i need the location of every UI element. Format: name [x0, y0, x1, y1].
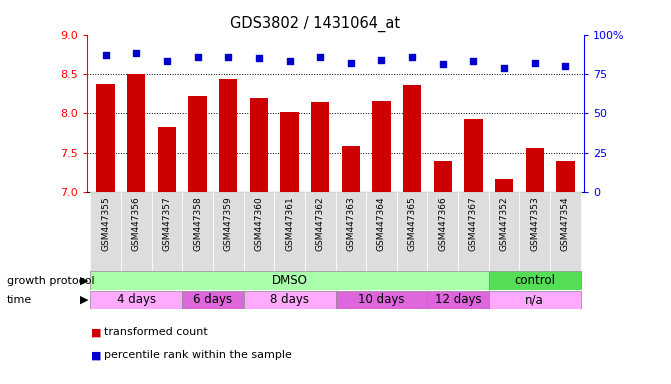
Bar	[244, 291, 336, 309]
Bar	[550, 192, 580, 271]
Bar	[127, 74, 146, 192]
Bar	[397, 192, 427, 271]
Bar	[403, 85, 421, 192]
Point	[162, 58, 172, 65]
Bar	[525, 148, 544, 192]
Point	[529, 60, 540, 66]
Point	[346, 60, 356, 66]
Bar	[189, 96, 207, 192]
Text: GSM447363: GSM447363	[346, 196, 356, 251]
Point	[560, 63, 571, 69]
Bar	[519, 192, 550, 271]
Text: GSM447355: GSM447355	[101, 196, 110, 251]
Bar	[274, 192, 305, 271]
Point	[223, 53, 234, 60]
Bar	[91, 271, 488, 290]
Bar	[121, 192, 152, 271]
Point	[100, 52, 111, 58]
Bar	[488, 291, 580, 309]
Bar	[336, 192, 366, 271]
Text: GSM447360: GSM447360	[254, 196, 264, 251]
Bar	[183, 192, 213, 271]
Bar	[183, 291, 244, 309]
Text: ■: ■	[91, 350, 101, 360]
Text: transformed count: transformed count	[104, 327, 208, 337]
Point	[315, 53, 325, 60]
Text: n/a: n/a	[525, 293, 544, 306]
Point	[499, 65, 509, 71]
Point	[376, 57, 387, 63]
Bar	[495, 179, 513, 192]
Text: ▶: ▶	[80, 295, 88, 305]
Bar	[464, 119, 482, 192]
Text: GSM447361: GSM447361	[285, 196, 294, 251]
Text: control: control	[514, 274, 555, 287]
Point	[437, 61, 448, 68]
Text: percentile rank within the sample: percentile rank within the sample	[104, 350, 292, 360]
Text: GSM447364: GSM447364	[377, 196, 386, 251]
Bar	[305, 192, 336, 271]
Bar	[427, 192, 458, 271]
Text: GSM447366: GSM447366	[438, 196, 448, 251]
Text: growth protocol: growth protocol	[7, 276, 95, 286]
Bar	[280, 112, 299, 192]
Point	[468, 58, 479, 65]
Bar	[152, 192, 183, 271]
Text: ▶: ▶	[80, 276, 88, 286]
Text: ■: ■	[91, 327, 101, 337]
Bar	[244, 192, 274, 271]
Bar	[342, 146, 360, 192]
Bar	[311, 102, 329, 192]
Text: GSM447359: GSM447359	[223, 196, 233, 251]
Bar	[366, 192, 397, 271]
Text: GSM447354: GSM447354	[561, 196, 570, 251]
Text: GSM447353: GSM447353	[530, 196, 539, 251]
Bar	[91, 291, 183, 309]
Bar	[91, 192, 121, 271]
Text: GSM447367: GSM447367	[469, 196, 478, 251]
Bar	[433, 161, 452, 192]
Text: 10 days: 10 days	[358, 293, 405, 306]
Text: GSM447365: GSM447365	[407, 196, 417, 251]
Text: DMSO: DMSO	[272, 274, 307, 287]
Point	[254, 55, 264, 61]
Text: time: time	[7, 295, 32, 305]
Text: 8 days: 8 days	[270, 293, 309, 306]
Point	[407, 53, 417, 60]
Bar	[488, 192, 519, 271]
Text: 4 days: 4 days	[117, 293, 156, 306]
Bar	[97, 84, 115, 192]
Text: GSM447356: GSM447356	[132, 196, 141, 251]
Text: GSM447362: GSM447362	[315, 196, 325, 251]
Bar	[336, 291, 427, 309]
Point	[192, 53, 203, 60]
Bar	[427, 291, 488, 309]
Text: GSM447357: GSM447357	[162, 196, 171, 251]
Text: GSM447352: GSM447352	[500, 196, 509, 251]
Bar	[556, 161, 574, 192]
Bar	[488, 271, 580, 290]
Bar	[158, 127, 176, 192]
Bar	[213, 192, 244, 271]
Bar	[458, 192, 488, 271]
Text: GSM447358: GSM447358	[193, 196, 202, 251]
Text: 12 days: 12 days	[435, 293, 481, 306]
Text: 6 days: 6 days	[193, 293, 232, 306]
Point	[131, 50, 142, 56]
Bar	[372, 101, 391, 192]
Bar	[219, 79, 238, 192]
Text: GDS3802 / 1431064_at: GDS3802 / 1431064_at	[230, 15, 401, 31]
Bar	[250, 98, 268, 192]
Point	[284, 58, 295, 65]
